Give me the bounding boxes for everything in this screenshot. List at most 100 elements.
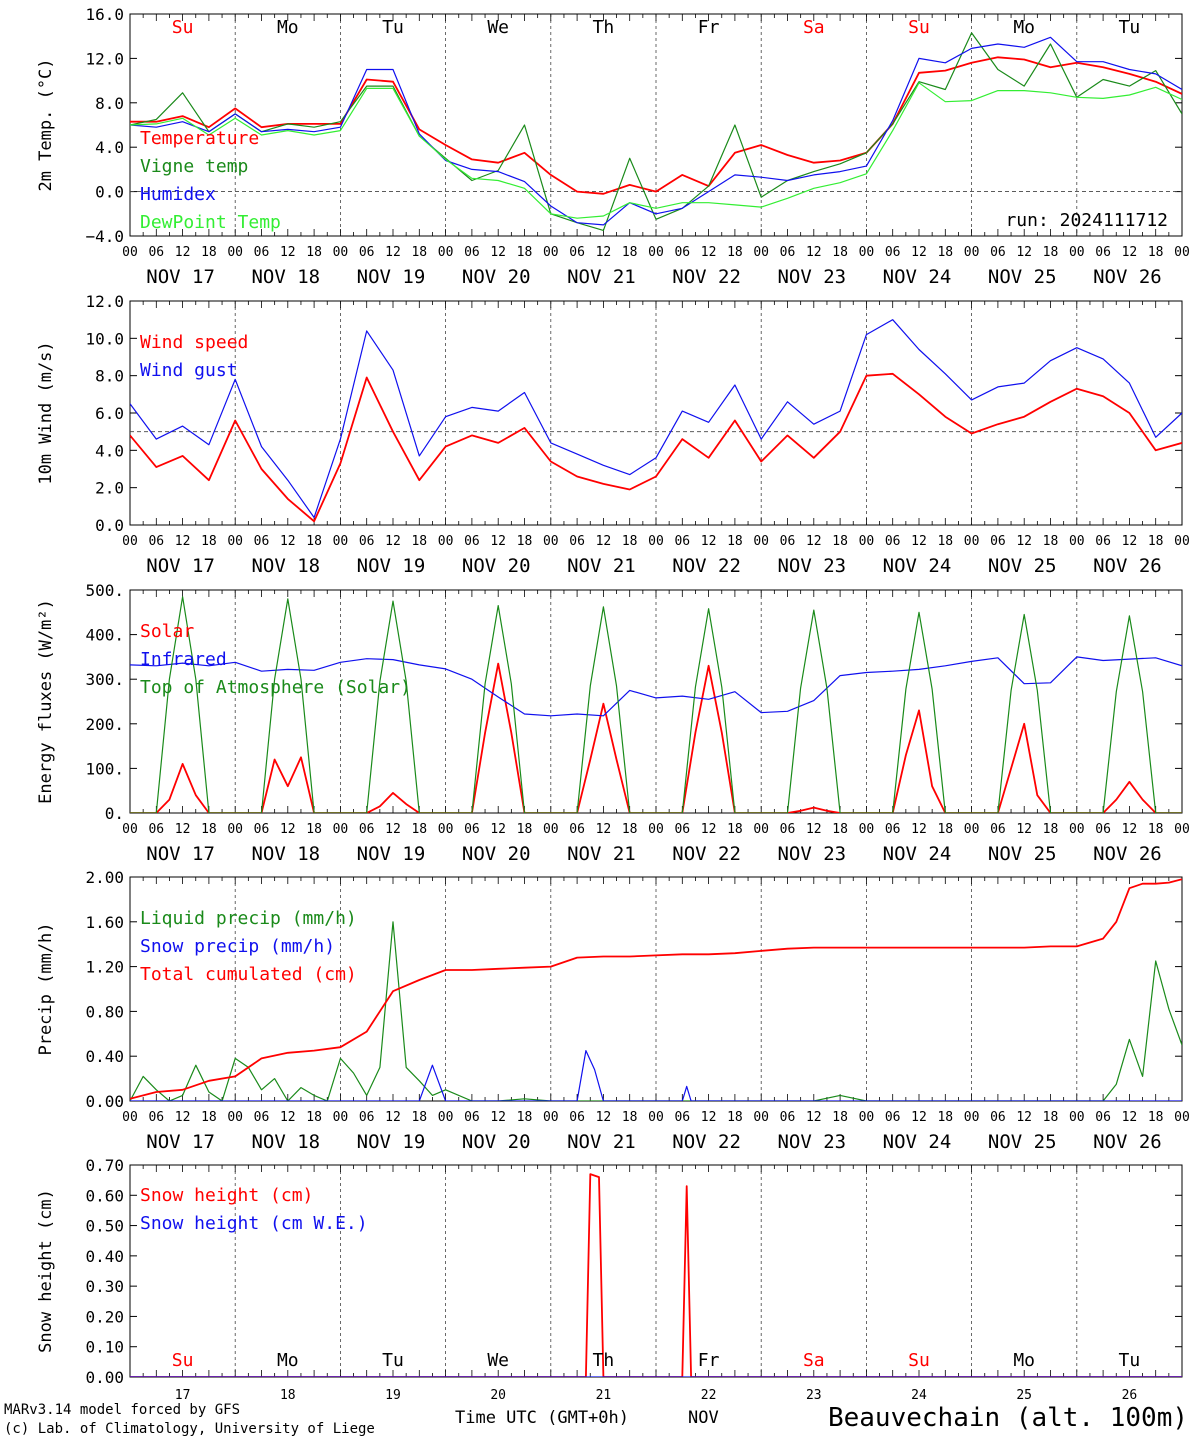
date-label: NOV 22 [672,843,741,865]
hour-label: 12 [490,822,506,837]
series-line-top-of-atmosphere-solar [130,596,1182,813]
hour-label: 00 [1174,245,1190,260]
panel-2: 0.0 2.0 4.0 6.0 8.0 10.0 12.0 10m Wind (m/s) Win… [36,292,1190,577]
panel-5: 0.00 0.10 0.20 0.30 0.40 0.50 0.60 0.70 Snow hei… [36,1156,1183,1403]
y-tick-label: 8.0 [95,367,124,386]
hour-label: 06 [569,822,585,837]
date-label: NOV 23 [777,843,846,865]
hour-label: 12 [385,245,401,260]
date-label: NOV 20 [462,266,531,288]
hour-label: 00 [964,245,980,260]
hour-label: 00 [543,822,559,837]
hour-label: 06 [885,245,901,260]
hour-label: 18 [1043,1110,1059,1125]
hour-label: 00 [753,1110,769,1125]
y-tick-label: 0.40 [85,1247,124,1266]
day-number-label: 26 [1122,1388,1138,1403]
hour-label: 06 [780,822,796,837]
series-line-infrared [130,656,1182,717]
day-label: Su [908,1350,930,1371]
hour-label: 12 [1122,1110,1138,1125]
y-tick-label: 300. [85,670,124,689]
date-label: NOV 19 [357,555,426,577]
hour-label: 12 [911,822,927,837]
y-axis-label: 10m Wind (m/s) [36,341,56,484]
date-label: NOV 19 [357,1131,426,1153]
legend-entry: Top of Atmosphere (Solar) [140,677,411,698]
hour-label: 18 [1148,822,1164,837]
day-label: Tu [1119,17,1141,38]
panel-4: 0.00 0.40 0.80 1.20 1.60 2.00 Precip (mm/h) Liq… [36,868,1190,1153]
legend-entry: Snow height (cm) [140,1185,313,1206]
hour-label: 06 [464,534,480,549]
hour-label: 18 [832,245,848,260]
hour-label: 18 [411,245,427,260]
date-label: NOV 21 [567,555,636,577]
date-label: NOV 25 [988,843,1057,865]
hour-label: 12 [490,1110,506,1125]
hour-label: 06 [780,534,796,549]
hour-label: 12 [701,534,717,549]
hour-label: 00 [1069,534,1085,549]
hour-label: 06 [990,822,1006,837]
date-label: NOV 23 [777,1131,846,1153]
hour-label: 12 [806,822,822,837]
hour-label: 06 [1095,822,1111,837]
series-line-humidex [130,36,1182,226]
hour-label: 00 [438,534,454,549]
lab-credit: (c) Lab. of Climatology, University of L… [4,1421,375,1437]
legend-entry: DewPoint Temp [140,212,281,233]
day-label: We [487,1350,509,1371]
legend-entry: Temperature [140,128,259,149]
hour-label: 06 [359,534,375,549]
hour-label: 12 [596,822,612,837]
hour-label: 06 [359,245,375,260]
hour-label: 12 [1122,534,1138,549]
hour-label: 18 [937,1110,953,1125]
series-line-solar [130,662,1182,813]
y-axis-label: Snow height (cm) [36,1189,56,1353]
hour-label: 18 [306,1110,322,1125]
date-label: NOV 19 [357,266,426,288]
hour-label: 18 [622,822,638,837]
hour-label: 18 [201,1110,217,1125]
hour-label: 12 [175,534,191,549]
y-tick-label: 16.0 [85,5,124,24]
hour-label: 06 [569,245,585,260]
day-number-label: 17 [175,1388,191,1403]
hour-label: 06 [990,1110,1006,1125]
y-tick-label: 0.0 [95,183,124,202]
y-tick-label: 2.00 [85,868,124,887]
hour-label: 18 [1148,1110,1164,1125]
hour-label: 06 [464,1110,480,1125]
legend-entry: Infrared [140,649,227,670]
hour-label: 00 [543,534,559,549]
month-label: NOV [688,1408,719,1428]
hour-label: 18 [727,1110,743,1125]
y-tick-label: 0.20 [85,1307,124,1326]
hour-label: 12 [1122,245,1138,260]
hour-label: 00 [1069,822,1085,837]
date-label: NOV 25 [988,1131,1057,1153]
date-label: NOV 24 [883,1131,952,1153]
legend-entry: Humidex [140,184,216,205]
date-label: NOV 18 [251,843,320,865]
day-number-label: 21 [596,1388,612,1403]
date-label: NOV 17 [146,555,215,577]
series-line-snow-height-cm [130,1173,1182,1377]
hour-label: 00 [1174,1110,1190,1125]
y-axis-label: Energy fluxes (W/m²) [36,599,56,804]
hour-label: 06 [990,245,1006,260]
hour-label: 00 [753,534,769,549]
hour-label: 00 [438,1110,454,1125]
model-credit: MARv3.14 model forced by GFS [4,1402,240,1418]
panel-3: 0. 100. 200. 300. 400. 500. Energy fluxes (W/m… [36,581,1190,865]
date-label: NOV 18 [251,266,320,288]
date-label: NOV 20 [462,555,531,577]
y-tick-label: −4.0 [85,227,124,246]
y-tick-label: 100. [85,759,124,778]
hour-label: 12 [1016,534,1032,549]
hour-label: 00 [333,1110,349,1125]
plot-frame [129,300,1183,526]
